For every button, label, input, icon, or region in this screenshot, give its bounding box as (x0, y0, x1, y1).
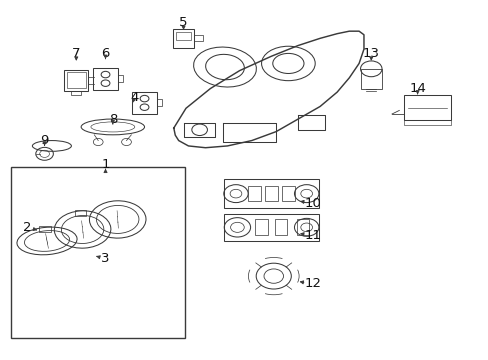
Bar (404, 121, 449, 126)
Bar (75, 210, 86, 216)
Bar (193, 36, 202, 41)
Bar (11, 167, 184, 338)
Bar (157, 99, 162, 107)
Text: 10: 10 (304, 197, 321, 210)
Bar (93, 68, 118, 90)
Bar (71, 91, 81, 95)
Bar (66, 72, 86, 88)
Bar (118, 75, 123, 82)
Bar (132, 92, 157, 114)
Text: 5: 5 (179, 17, 187, 30)
Bar (274, 220, 287, 235)
Text: 9: 9 (41, 134, 49, 147)
Text: 12: 12 (304, 278, 321, 291)
Text: 3: 3 (101, 252, 110, 265)
Text: 7: 7 (72, 47, 81, 60)
Bar (255, 220, 267, 235)
Text: 1: 1 (101, 158, 110, 171)
Bar (224, 214, 318, 241)
Bar (224, 179, 318, 208)
Bar (173, 29, 193, 48)
Bar (282, 186, 294, 201)
Bar (404, 95, 449, 121)
Text: 14: 14 (408, 82, 425, 95)
Text: 6: 6 (101, 47, 109, 60)
Text: 8: 8 (108, 113, 117, 126)
Bar (296, 220, 309, 235)
Bar (247, 186, 260, 201)
Text: 11: 11 (304, 229, 321, 242)
Text: 13: 13 (362, 47, 379, 60)
Bar (64, 69, 88, 91)
Bar (175, 32, 191, 40)
Bar (39, 226, 50, 232)
Bar (360, 69, 381, 89)
Bar (264, 186, 277, 201)
Text: 2: 2 (23, 221, 32, 234)
Text: 4: 4 (130, 91, 139, 104)
